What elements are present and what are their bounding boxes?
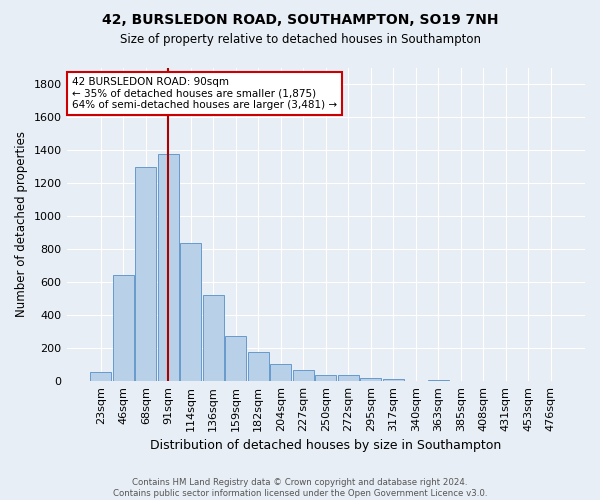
Bar — [248, 352, 269, 381]
Bar — [158, 154, 179, 381]
Text: 42, BURSLEDON ROAD, SOUTHAMPTON, SO19 7NH: 42, BURSLEDON ROAD, SOUTHAMPTON, SO19 7N… — [102, 12, 498, 26]
Bar — [225, 336, 247, 381]
Bar — [315, 376, 337, 381]
X-axis label: Distribution of detached houses by size in Southampton: Distribution of detached houses by size … — [150, 440, 502, 452]
Bar — [113, 274, 134, 381]
Bar — [338, 376, 359, 381]
Bar — [428, 380, 449, 381]
Bar — [383, 379, 404, 381]
Bar — [293, 370, 314, 381]
Bar — [203, 294, 224, 381]
Text: 42 BURSLEDON ROAD: 90sqm
← 35% of detached houses are smaller (1,875)
64% of sem: 42 BURSLEDON ROAD: 90sqm ← 35% of detach… — [72, 77, 337, 110]
Bar — [90, 372, 112, 381]
Text: Contains HM Land Registry data © Crown copyright and database right 2024.
Contai: Contains HM Land Registry data © Crown c… — [113, 478, 487, 498]
Bar — [360, 378, 382, 381]
Bar — [270, 364, 292, 381]
Bar — [180, 242, 202, 381]
Bar — [135, 166, 157, 381]
Y-axis label: Number of detached properties: Number of detached properties — [15, 132, 28, 318]
Text: Size of property relative to detached houses in Southampton: Size of property relative to detached ho… — [119, 32, 481, 46]
